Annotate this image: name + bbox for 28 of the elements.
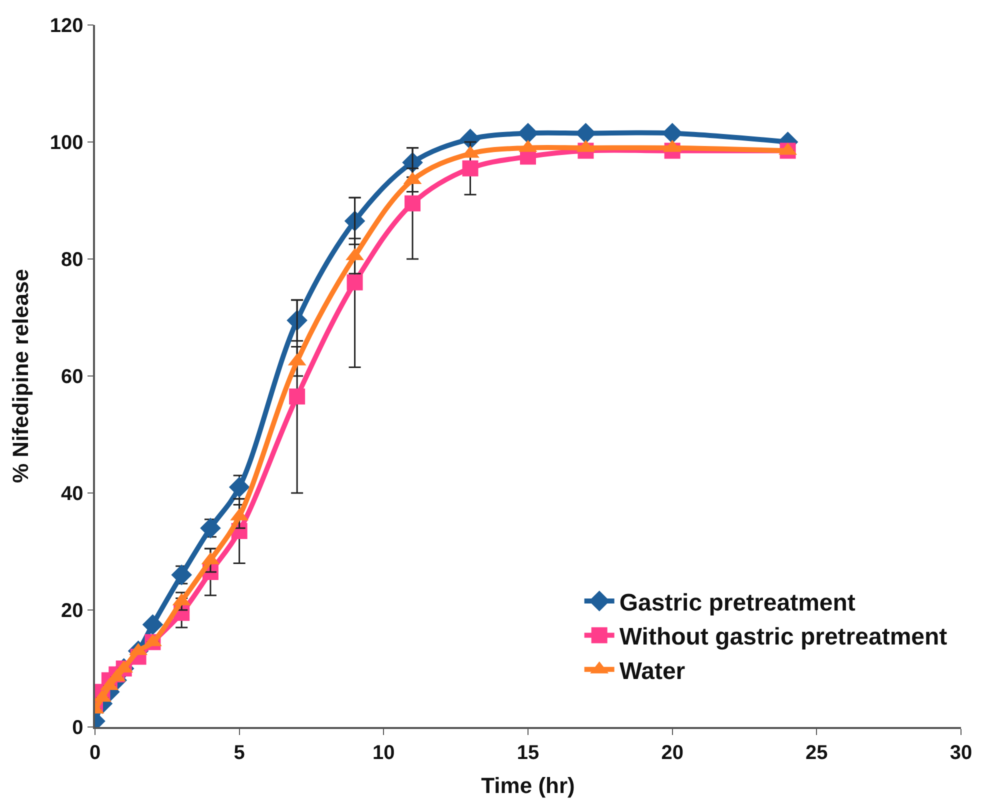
y-tick-label: 100 bbox=[50, 132, 84, 154]
x-tick-label: 30 bbox=[950, 742, 972, 764]
point bbox=[142, 614, 164, 636]
legend-label: Without gastric pretreatment bbox=[619, 624, 948, 651]
point bbox=[228, 476, 250, 498]
point bbox=[462, 160, 478, 176]
point bbox=[404, 195, 421, 212]
y-tick-label: 0 bbox=[72, 717, 84, 739]
x-tick-label: 5 bbox=[234, 742, 245, 764]
x-tick-label: 25 bbox=[806, 742, 828, 764]
point bbox=[518, 122, 538, 144]
point bbox=[346, 274, 363, 290]
y-tick-label: 40 bbox=[61, 483, 84, 505]
point bbox=[200, 518, 221, 538]
y-tick-label: 80 bbox=[61, 249, 84, 271]
legend-label: Gastric pretreatment bbox=[619, 589, 856, 616]
y-tick-label: 20 bbox=[61, 600, 84, 622]
x-tick-label: 15 bbox=[516, 742, 540, 764]
y-tick-label: 60 bbox=[61, 366, 84, 388]
x-tick-label: 20 bbox=[661, 742, 684, 764]
point bbox=[289, 388, 306, 404]
x-axis-title: Time (hr) bbox=[481, 773, 575, 798]
x-tick-label: 0 bbox=[89, 742, 101, 764]
y-tick-label: 120 bbox=[50, 15, 84, 37]
point bbox=[171, 564, 192, 586]
legend-label: Water bbox=[619, 658, 686, 685]
y-axis-title: % Nifedipine release bbox=[8, 269, 34, 483]
x-tick-label: 10 bbox=[372, 742, 395, 764]
